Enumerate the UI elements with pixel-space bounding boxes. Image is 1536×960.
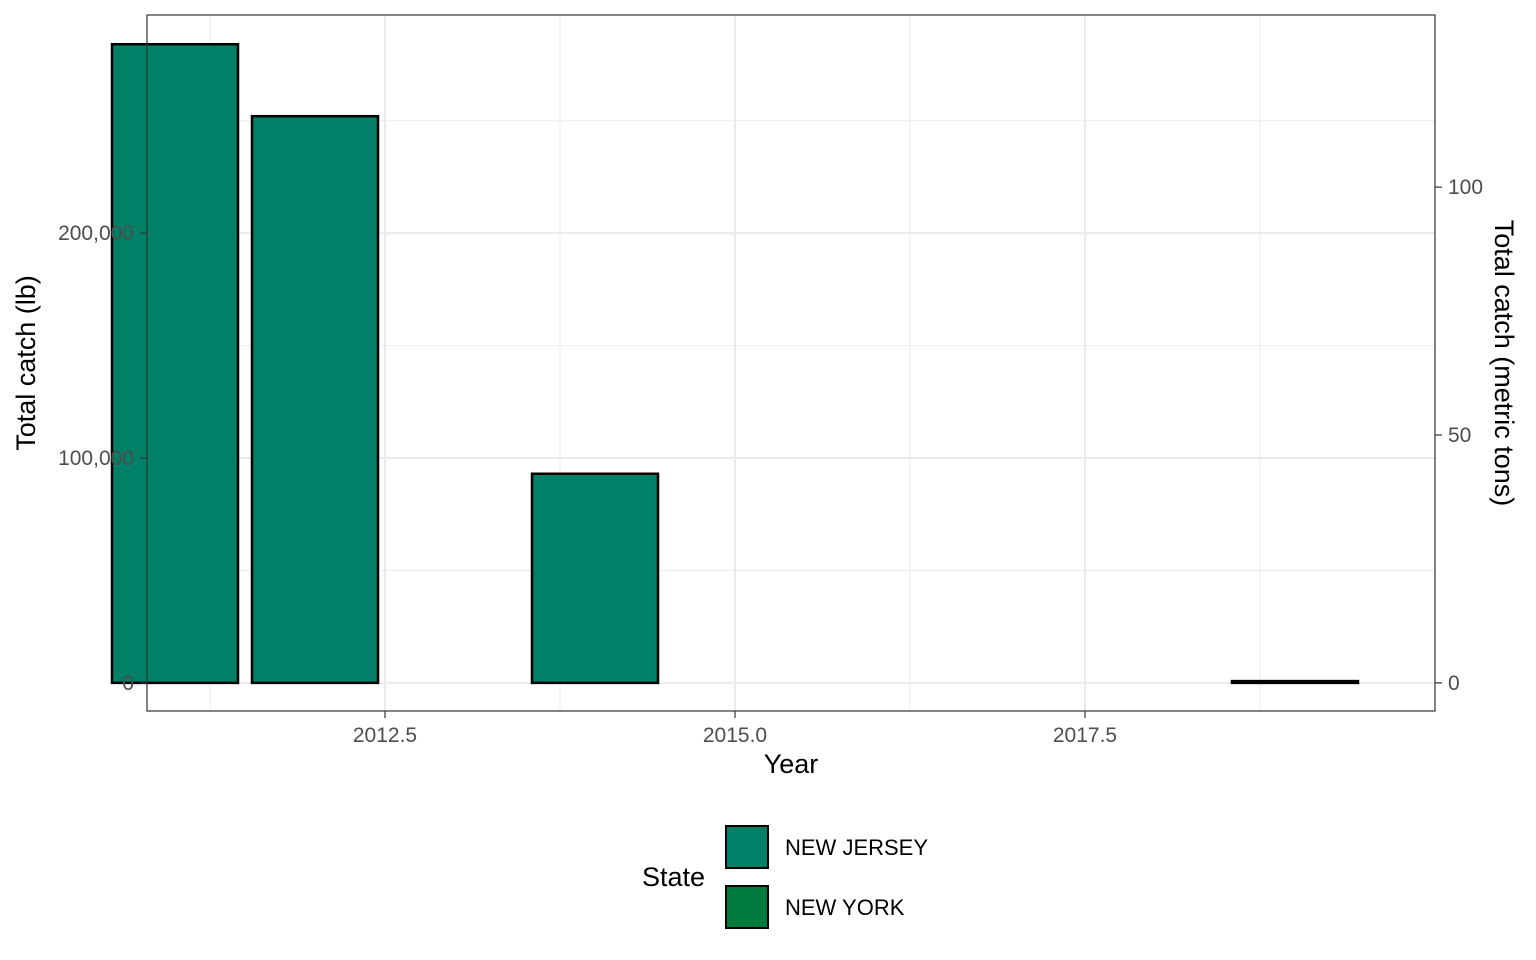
legend-key-new-jersey (725, 825, 769, 869)
bar-new-jersey-2014 (530, 472, 660, 685)
x-tick-label: 2012.5 (353, 724, 417, 747)
x-tick-label: 2017.5 (1053, 724, 1117, 747)
x-axis-title: Year (764, 749, 819, 779)
legend-label-new-york: NEW YORK (785, 895, 905, 920)
y-axis-title: Total catch (lb) (11, 275, 41, 451)
y2-tick-label: 100 (1448, 176, 1483, 199)
legend: State NEW JERSEY NEW YORK (642, 825, 928, 929)
bars (110, 42, 1360, 685)
legend-title: State (642, 862, 705, 892)
y-tick-label: 100,000 (58, 447, 134, 470)
y-axis-ticks: 0 100,000 200,000 (58, 222, 147, 695)
x-tick-label: 2015.0 (703, 724, 767, 747)
bar-new-york-2019 (1230, 679, 1360, 685)
y2-tick-label: 0 (1448, 672, 1460, 695)
bar-new-jersey-2012 (250, 114, 380, 685)
y-tick-label: 200,000 (58, 222, 134, 245)
bar-new-jersey-2011 (110, 42, 240, 685)
y2-tick-label: 50 (1448, 424, 1471, 447)
y2-axis-ticks: 0 50 100 (1435, 176, 1483, 695)
plot-border (146, 14, 1436, 712)
y2-axis-title: Total catch (metric tons) (1489, 220, 1519, 507)
legend-key-new-york (725, 885, 769, 929)
y-tick-label: 0 (122, 672, 134, 695)
x-axis-ticks: 2012.5 2015.0 2017.5 (353, 711, 1117, 747)
legend-label-new-jersey: NEW JERSEY (785, 835, 928, 860)
